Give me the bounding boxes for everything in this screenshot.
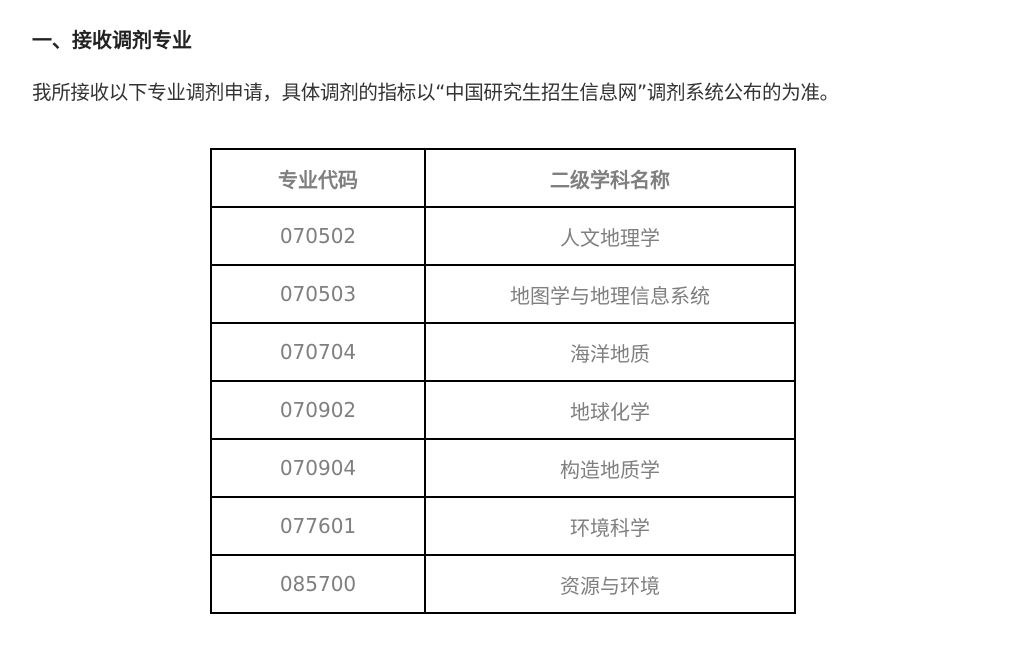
table-row: 070502 人文地理学 [210, 206, 796, 266]
intro-paragraph: 我所接收以下专业调剂申请，具体调剂的指标以“中国研究生招生信息网”调剂系统公布的… [32, 81, 839, 104]
major-name: 人文地理学 [424, 206, 796, 266]
table-row: 077601 环境科学 [210, 496, 796, 556]
major-code: 070503 [210, 264, 426, 324]
table-row: 070503 地图学与地理信息系统 [210, 264, 796, 324]
major-name: 构造地质学 [424, 438, 796, 498]
major-code: 070704 [210, 322, 426, 382]
table-row: 070704 海洋地质 [210, 322, 796, 382]
major-name: 环境科学 [424, 496, 796, 556]
major-name: 地图学与地理信息系统 [424, 264, 796, 324]
major-code: 070902 [210, 380, 426, 440]
major-name: 地球化学 [424, 380, 796, 440]
table-row: 070904 构造地质学 [210, 438, 796, 498]
table-row: 070902 地球化学 [210, 380, 796, 440]
table-row: 085700 资源与环境 [210, 554, 796, 614]
table-header-row: 专业代码 二级学科名称 [210, 148, 796, 208]
major-code: 070904 [210, 438, 426, 498]
major-name: 海洋地质 [424, 322, 796, 382]
header-name: 二级学科名称 [424, 148, 796, 208]
major-name: 资源与环境 [424, 554, 796, 614]
section-heading: 一、接收调剂专业 [32, 28, 192, 52]
header-code: 专业代码 [210, 148, 426, 208]
major-code: 070502 [210, 206, 426, 266]
majors-table: 专业代码 二级学科名称 070502 人文地理学 070503 地图学与地理信息系统 0… [210, 148, 796, 614]
major-code: 085700 [210, 554, 426, 614]
major-code: 077601 [210, 496, 426, 556]
